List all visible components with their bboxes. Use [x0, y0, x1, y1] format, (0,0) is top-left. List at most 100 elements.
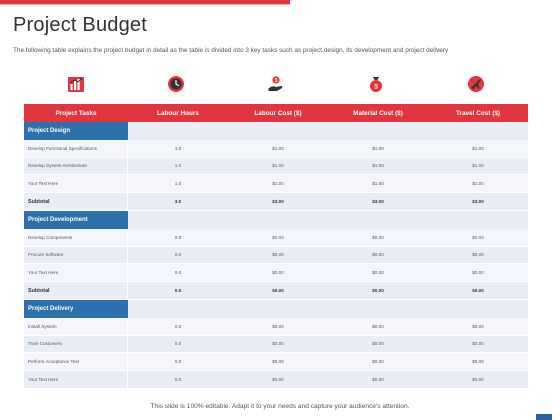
chart-bars-icon — [66, 74, 86, 94]
section-row: Project Development — [24, 210, 528, 229]
table-row: Procure Software 0.0 $0.00 $0.00 $0.00 — [24, 246, 528, 265]
top-accent-line — [0, 4, 290, 5]
value-cell: $0.00 — [472, 270, 484, 276]
top-accent-stripe — [0, 0, 290, 4]
value-cell: $0.00 — [472, 341, 484, 347]
subtotal-row: Subtotal 0.0 $0.00 $0.00 $0.00 — [24, 282, 528, 300]
page-title: Project Budget — [13, 14, 147, 36]
value-cell: 3.0 — [174, 199, 182, 205]
corner-accent — [536, 414, 552, 420]
task-name-cell: Subtotal — [24, 193, 128, 210]
value-cell: $3.00 — [272, 199, 284, 205]
value-cell: $0.00 — [472, 234, 484, 240]
section-label: Project Design — [24, 122, 128, 140]
value-cell: $1.00 — [472, 163, 484, 169]
value-cell: 0.0 — [174, 252, 182, 258]
value-cell: $1.00 — [472, 181, 484, 187]
subtotal-row: Subtotal 3.0 $3.00 $3.00 $3.00 — [24, 193, 528, 211]
value-cell: 0.0 — [174, 377, 182, 383]
value-cell: $1.00 — [372, 181, 384, 187]
section-row: Project Design — [24, 122, 528, 140]
value-cell: $1.00 — [272, 181, 284, 187]
page-subtitle: The following table explains the project… — [13, 47, 449, 54]
value-cell: $0.00 — [272, 323, 284, 329]
value-cell: $0.00 — [272, 252, 284, 258]
table-row: Develop Components 0.0 $0.00 $0.00 $0.00 — [24, 228, 528, 247]
value-cell: $0.00 — [372, 270, 384, 276]
column-icons: $ $ — [24, 74, 528, 100]
header-material-cost: Material Cost ($) — [353, 109, 403, 117]
value-cell: 0.0 — [174, 341, 182, 347]
value-cell: $0.00 — [272, 288, 284, 294]
value-cell: 0.0 — [174, 359, 182, 365]
value-cell: $0.00 — [372, 288, 384, 294]
task-name-cell: Develop Components — [24, 228, 128, 246]
task-name-cell: Perform Acceptance Test — [24, 353, 128, 371]
hand-money-icon: $ — [266, 74, 286, 94]
value-cell: $0.00 — [372, 359, 384, 365]
value-cell: 0.0 — [174, 270, 182, 276]
value-cell: $0.00 — [472, 359, 484, 365]
value-cell: $0.00 — [372, 234, 384, 240]
value-cell: 0.0 — [174, 288, 182, 294]
table-header: Project Tasks Labour Hours Labour Cost (… — [24, 104, 528, 122]
value-cell: $0.00 — [272, 359, 284, 365]
header-labour-hours: Labour Hours — [157, 109, 199, 117]
value-cell: $0.00 — [272, 377, 284, 383]
table-body: Project Design Develop Functional Specifi… — [24, 122, 528, 389]
task-name-cell: Your Text Here — [24, 264, 128, 282]
value-cell: 0.0 — [174, 234, 182, 240]
airplane-icon — [466, 74, 486, 94]
clock-icon — [166, 74, 186, 94]
table-row: Perform Acceptance Test 0.0 $0.00 $0.00 $0.0… — [24, 353, 528, 372]
value-cell: $1.00 — [372, 163, 384, 169]
money-bag-icon: $ — [366, 74, 386, 94]
task-name-cell: Your Text Here — [24, 371, 128, 388]
table-row: Develop Functional Specifications 1.0 $1.0… — [24, 139, 528, 158]
table-row: Train Customers 0.0 $0.00 $0.00 $0.00 — [24, 335, 528, 354]
budget-table: Project Tasks Labour Hours Labour Cost (… — [24, 104, 528, 389]
value-cell: $0.00 — [472, 252, 484, 258]
section-label: Project Delivery — [24, 299, 128, 318]
value-cell: 1.0 — [174, 163, 182, 169]
value-cell: $0.00 — [472, 288, 484, 294]
value-cell: $3.00 — [472, 199, 484, 205]
value-cell: $0.00 — [372, 323, 384, 329]
value-cell: $0.00 — [472, 323, 484, 329]
value-cell: $0.00 — [272, 234, 284, 240]
value-cell: 1.0 — [174, 181, 182, 187]
header-labour-cost: Labour Cost ($) — [254, 109, 302, 117]
value-cell: $0.00 — [372, 341, 384, 347]
header-project-tasks: Project Tasks — [55, 109, 97, 117]
svg-text:$: $ — [275, 78, 278, 84]
task-name-cell: Procure Software — [24, 246, 128, 264]
table-row: Your Text Here 0.0 $0.00 $0.00 $0.00 — [24, 371, 528, 389]
table-row: Your Text Here 0.0 $0.00 $0.00 $0.00 — [24, 264, 528, 283]
table-row: Develop System Architecture 1.0 $1.00 $1.00… — [24, 157, 528, 176]
value-cell: $1.00 — [372, 145, 384, 151]
value-cell: $0.00 — [372, 377, 384, 383]
value-cell: $1.00 — [272, 163, 284, 169]
value-cell: $0.00 — [272, 341, 284, 347]
value-cell: $3.00 — [372, 199, 384, 205]
section-row: Project Delivery — [24, 299, 528, 318]
table-row: Install System 0.0 $0.00 $0.00 $0.00 — [24, 317, 528, 336]
task-name-cell: Install System — [24, 317, 128, 335]
task-name-cell: Develop System Architecture — [24, 157, 128, 175]
svg-text:$: $ — [374, 83, 378, 90]
footer-note: This slide is 100% editable. Adapt it to… — [150, 403, 410, 410]
task-name-cell: Subtotal — [24, 282, 128, 299]
value-cell: $1.00 — [272, 145, 284, 151]
task-name-cell: Your Text Here — [24, 175, 128, 193]
value-cell: 1.0 — [174, 145, 182, 151]
table-row: Your Text Here 1.0 $1.00 $1.00 $1.00 — [24, 175, 528, 194]
section-label: Project Development — [24, 210, 128, 229]
value-cell: $0.00 — [272, 270, 284, 276]
value-cell: $0.00 — [372, 252, 384, 258]
value-cell: 0.0 — [174, 323, 182, 329]
value-cell: $1.00 — [472, 145, 484, 151]
value-cell: $0.00 — [472, 377, 484, 383]
task-name-cell: Develop Functional Specifications — [24, 139, 128, 157]
header-travel-cost: Travel Cost ($) — [455, 109, 501, 117]
task-name-cell: Train Customers — [24, 335, 128, 353]
